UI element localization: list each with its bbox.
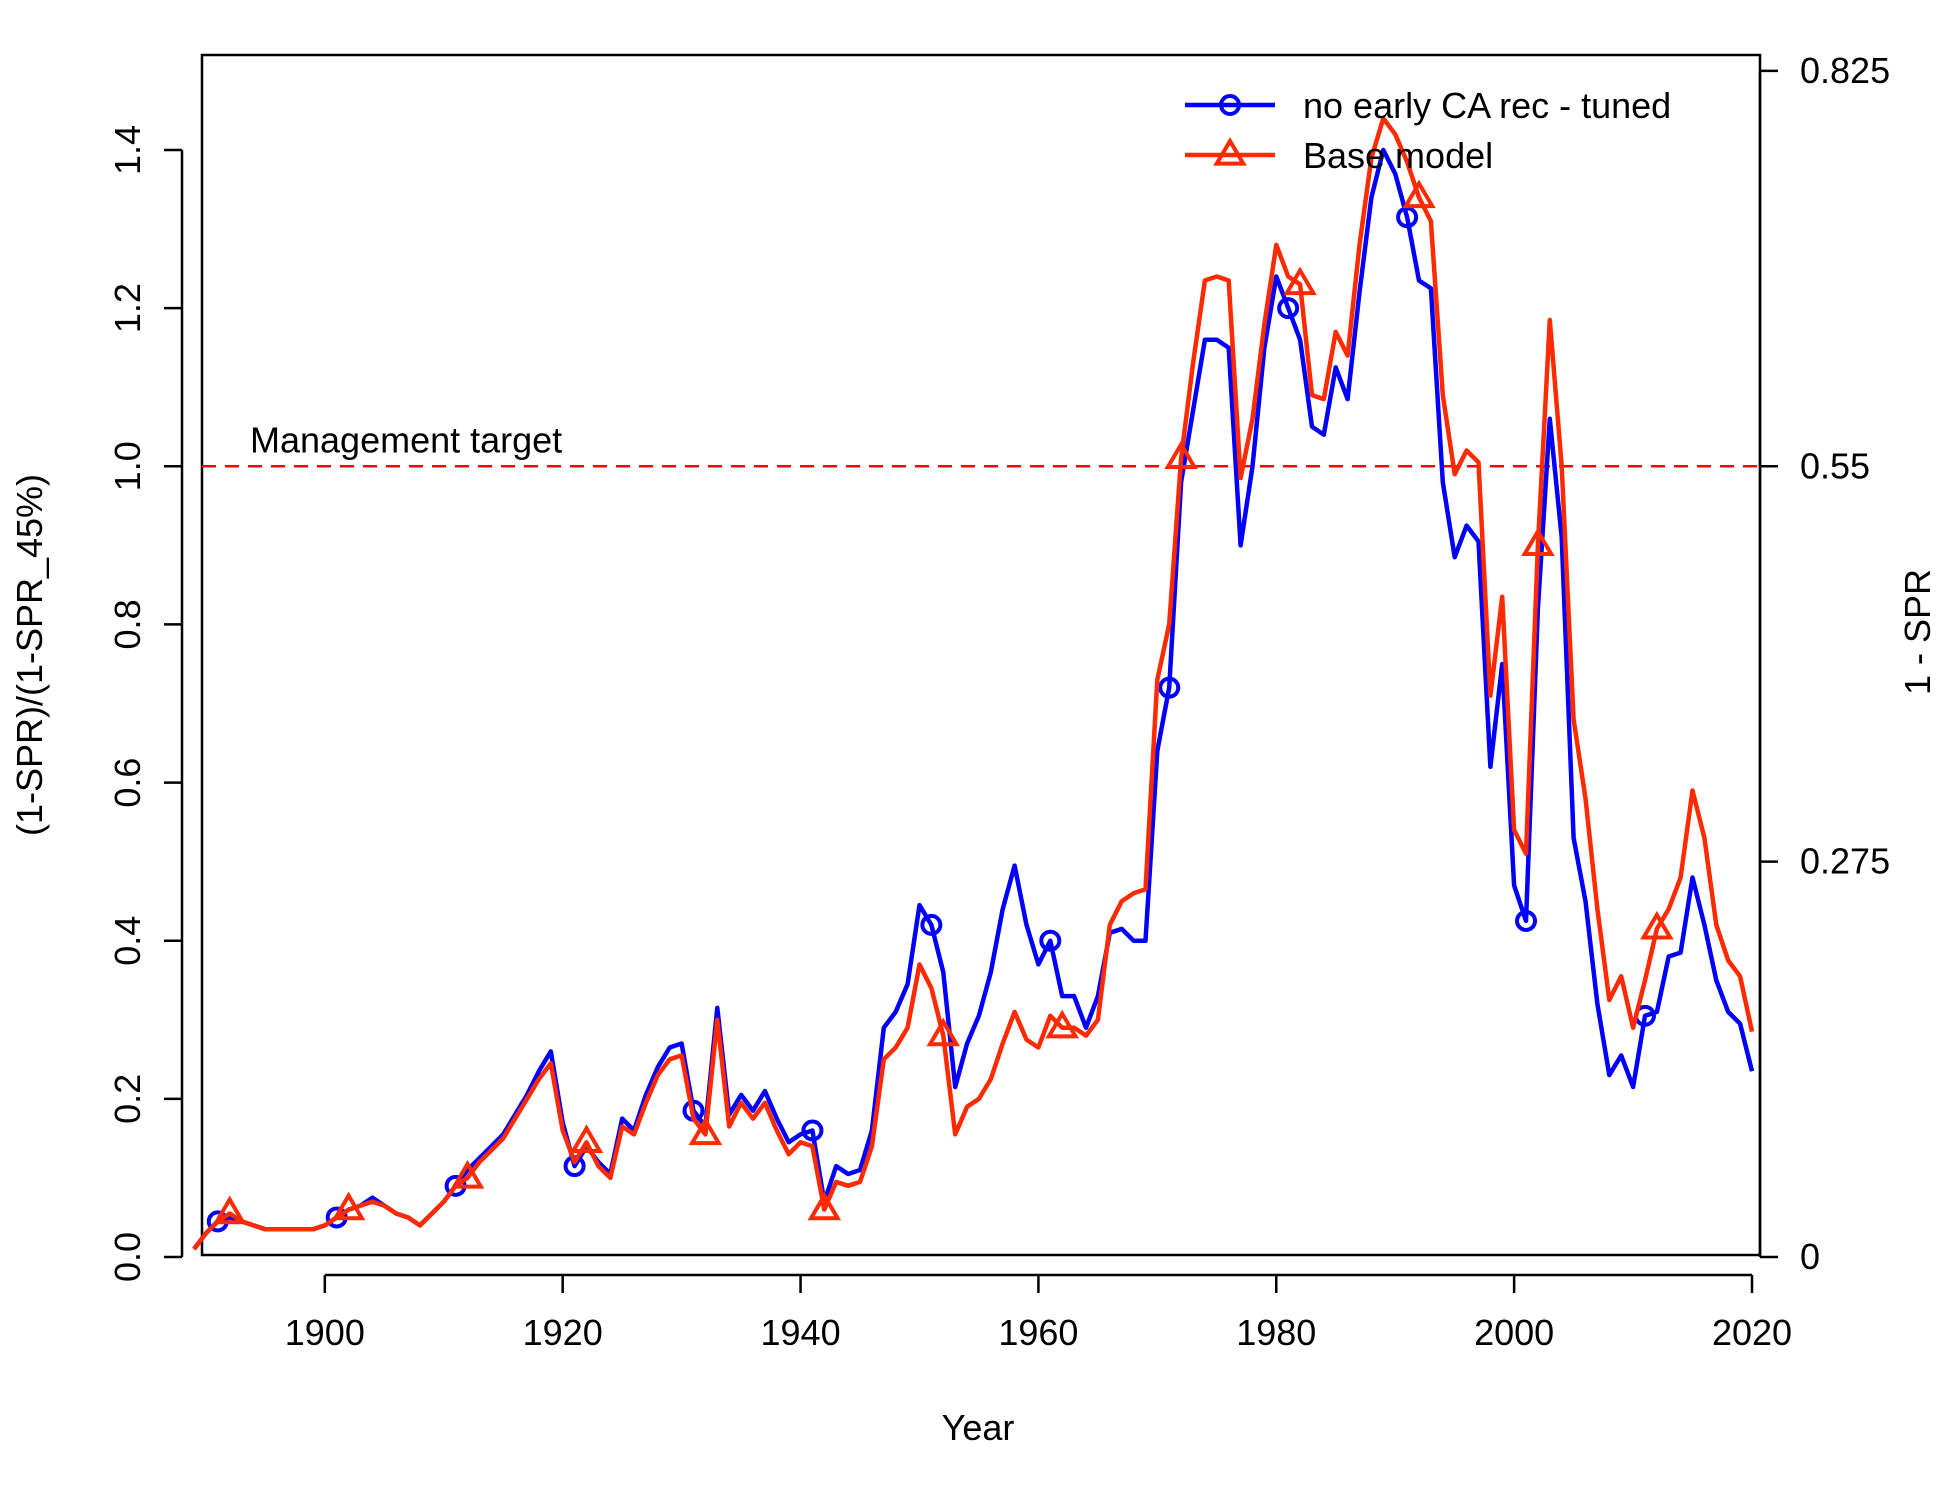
y-tick-right-label: 0: [1800, 1236, 1820, 1277]
management-target-label: Management target: [250, 419, 562, 460]
y-axis-title-left: (1-SPR)/(1-SPR_45%): [9, 474, 50, 836]
y-axis-title-right: 1 - SPR: [1897, 569, 1938, 695]
series-group: [192, 116, 1755, 1251]
x-tick-label: 1980: [1236, 1312, 1316, 1353]
legend-swatch-marker: [1219, 94, 1241, 116]
x-tick-label: 1900: [285, 1312, 365, 1353]
legend: no early CA rec - tuned Base model: [1185, 85, 1671, 176]
y-tick-label: 1.2: [107, 283, 148, 333]
reference-line-group: Management target: [202, 419, 1760, 468]
series-point: [801, 1119, 824, 1142]
series-point: [1396, 206, 1419, 229]
y-tick-label: 0.2: [107, 1074, 148, 1124]
x-axis-title: Year: [942, 1407, 1015, 1448]
series-base-model: [192, 116, 1755, 1251]
series-point: [688, 1116, 723, 1146]
plot-frame: [200, 53, 1762, 1257]
series-point: [1640, 910, 1674, 940]
y-tick-label: 0.6: [107, 758, 148, 808]
y-tick-right-label: 0.275: [1800, 841, 1890, 882]
series-point: [212, 1195, 247, 1225]
series-point: [807, 1191, 842, 1221]
y-axis-left: 0.0 0.2 0.4 0.6 0.8 1.0 1.2 1.4: [107, 125, 184, 1282]
legend-swatch-marker: [1213, 137, 1247, 166]
series-point: [569, 1124, 604, 1154]
series-point: [1164, 440, 1198, 470]
x-tick-label: 1940: [761, 1312, 841, 1353]
x-tick-label: 1920: [523, 1312, 603, 1353]
series-line: [192, 116, 1755, 1251]
series-point: [1515, 909, 1538, 932]
series-point: [1277, 297, 1300, 320]
y-tick-right-label: 0.825: [1800, 50, 1890, 91]
legend-label: no early CA rec - tuned: [1303, 85, 1671, 126]
x-axis: 1900 1920 1940 1960 1980 2000 2020: [285, 1273, 1792, 1353]
y-tick-label: 1.0: [107, 441, 148, 491]
series-point: [1039, 929, 1062, 952]
series-point: [1283, 266, 1317, 296]
legend-label: Base model: [1303, 135, 1493, 176]
series-point: [926, 1017, 961, 1047]
series-point: [920, 913, 943, 936]
y-tick-right-label: 0.55: [1800, 445, 1870, 486]
series-line: [192, 147, 1755, 1251]
series-point: [1402, 179, 1436, 209]
y-tick-label: 0.0: [107, 1232, 148, 1282]
x-tick-label: 2000: [1474, 1312, 1554, 1353]
x-tick-label: 2020: [1712, 1312, 1792, 1353]
y-tick-label: 0.4: [107, 916, 148, 966]
series-point: [1158, 676, 1181, 699]
series-point: [1045, 1009, 1079, 1039]
x-tick-label: 1960: [998, 1312, 1078, 1353]
y-tick-label: 0.8: [107, 599, 148, 649]
y-tick-label: 1.4: [107, 125, 148, 175]
y-axis-right: 0 0.275 0.55 0.825: [1758, 50, 1890, 1277]
series-no-early-ca-rec-tuned: [192, 147, 1755, 1251]
series-point: [450, 1159, 485, 1189]
series-point: [1521, 527, 1555, 557]
series-point: [331, 1191, 366, 1221]
